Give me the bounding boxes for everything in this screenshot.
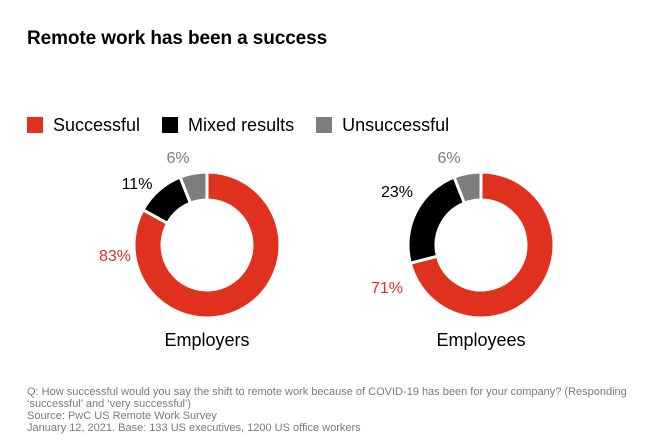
legend: Successful Mixed results Unsuccessful bbox=[27, 114, 471, 136]
legend-label-unsuccessful: Unsuccessful bbox=[342, 114, 450, 135]
note-question-line-1: Q: How successful would you say the shif… bbox=[27, 386, 627, 398]
legend-swatch-unsuccessful bbox=[316, 117, 333, 133]
data-label-employees-mixed-results: 23% bbox=[381, 184, 413, 201]
note-source: Source: PwC US Remote Work Survey bbox=[27, 410, 217, 422]
slice-employers-successful bbox=[132, 170, 282, 320]
data-label-employers-unsuccessful: 6% bbox=[166, 150, 189, 167]
data-label-employers-mixed-results: 11% bbox=[122, 176, 153, 193]
slice-employees-unsuccessful bbox=[452, 170, 483, 206]
chart-label-employers: Employers bbox=[164, 330, 249, 350]
legend-item-unsuccessful: Unsuccessful bbox=[316, 115, 449, 136]
chart-title: Remote work has been a success bbox=[27, 28, 328, 49]
slice-employees-mixed-results bbox=[406, 175, 467, 265]
legend-label-mixed-results: Mixed results bbox=[188, 114, 295, 135]
legend-item-successful: Successful bbox=[27, 115, 140, 136]
legend-item-mixed-results: Mixed results bbox=[162, 115, 294, 136]
legend-label-successful: Successful bbox=[53, 114, 141, 135]
data-label-employees-unsuccessful: 6% bbox=[437, 150, 460, 167]
chart-notes: Q: How successful would you say the shif… bbox=[27, 386, 627, 434]
data-label-employees-successful: 71% bbox=[371, 280, 403, 297]
legend-swatch-successful bbox=[27, 117, 43, 133]
chart-label-employees: Employees bbox=[436, 330, 525, 350]
note-question-line-2: ‘successful’ and ‘very successful’) bbox=[27, 398, 192, 410]
legend-swatch-mixed-results bbox=[162, 117, 179, 133]
donut-employees: 71% 23% 6% Employees bbox=[371, 150, 556, 350]
note-base: January 12, 2021. Base: 133 US executive… bbox=[27, 422, 361, 434]
slice-employers-unsuccessful bbox=[178, 170, 209, 206]
donut-employers: 83% 11% 6% Employers bbox=[99, 150, 282, 350]
slice-employees-successful bbox=[408, 170, 556, 320]
data-label-employers-successful: 83% bbox=[99, 248, 131, 265]
